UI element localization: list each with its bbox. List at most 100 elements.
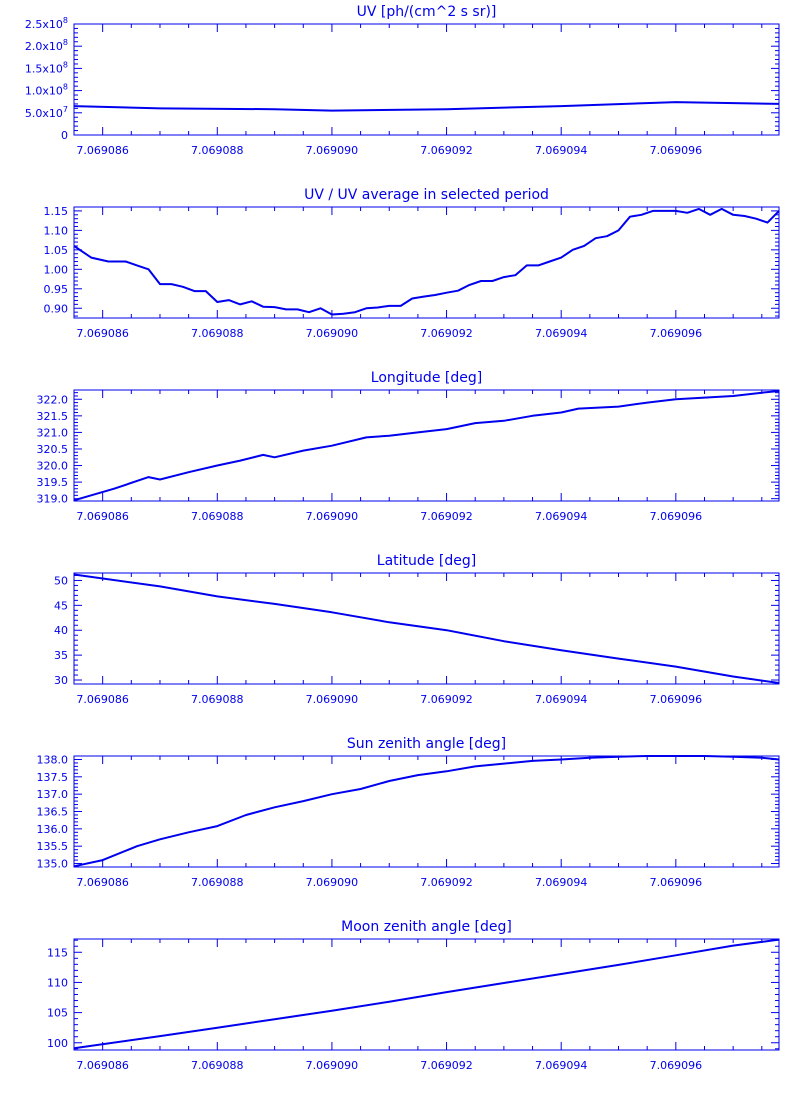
y-tick-label: 136.0: [37, 823, 69, 836]
chart-panel-1: UV [ph/(cm^2 s sr)] 7.069086 7.069088 7.069…: [25, 4, 780, 157]
x-tick-label: 7.069094: [535, 876, 588, 889]
series-line: [73, 207, 780, 316]
x-tick-label: 7.069088: [191, 510, 244, 523]
plot-frame: [73, 23, 780, 136]
plot-frame: [73, 206, 780, 319]
series-line: [73, 101, 780, 112]
y-tick-label: 136.5: [37, 806, 69, 819]
x-tick-label: 7.069096: [650, 327, 703, 340]
y-tick-label: 5.0x107: [25, 105, 68, 120]
y-tick-label: 1.00: [44, 263, 69, 276]
chart-panel-3: Longitude [deg] 7.069086 7.069088 7.069090 7…: [37, 370, 780, 523]
y-tick-label: 1.15: [44, 205, 69, 218]
y-tick-label: 0.90: [44, 302, 69, 315]
series-line: [73, 390, 780, 502]
y-tick-label-exponent: 8: [63, 16, 68, 25]
chart-panel-2: UV / UV average in selected period 7.0690…: [44, 187, 780, 340]
y-tick-label: 138.0: [37, 753, 69, 766]
y-tick-label: 319.5: [37, 476, 69, 489]
x-tick-label: 7.069092: [420, 876, 473, 889]
x-tick-label: 7.069088: [191, 144, 244, 157]
x-tick-label: 7.069086: [76, 327, 129, 340]
x-tick-label: 7.069086: [76, 144, 129, 157]
chart-panel-6: Moon zenith angle [deg] 7.069086 7.069088 7…: [47, 919, 780, 1072]
y-tick-label-base: 1.5x10: [25, 62, 63, 75]
chart-title: Latitude [deg]: [377, 553, 476, 569]
series-line: [73, 573, 780, 684]
y-tick-label: 2.0x108: [25, 38, 68, 53]
x-tick-label: 7.069094: [535, 693, 588, 706]
y-tick-label-base: 2.0x10: [25, 40, 63, 53]
x-tick-label: 7.069096: [650, 693, 703, 706]
chart-panel-4: Latitude [deg] 7.069086 7.069088 7.069090 7.…: [54, 553, 780, 706]
y-tick-label: 320.0: [37, 460, 69, 473]
x-tick-label: 7.069090: [306, 1059, 359, 1072]
x-tick-label: 7.069090: [306, 144, 359, 157]
y-tick-label: 1.0x108: [25, 83, 68, 98]
x-tick-label: 7.069088: [191, 693, 244, 706]
y-tick-label: 30: [54, 674, 68, 687]
x-tick-label: 7.069096: [650, 876, 703, 889]
y-tick-label: 40: [54, 624, 68, 637]
x-tick-label: 7.069096: [650, 1059, 703, 1072]
chart-title: Moon zenith angle [deg]: [341, 919, 512, 935]
y-tick-label: 321.0: [37, 426, 69, 439]
y-tick-label: 135.5: [37, 840, 69, 853]
y-tick-label: 50: [54, 574, 68, 587]
y-tick-label-base: 2.5x10: [25, 18, 63, 31]
y-tick-label: 35: [54, 649, 68, 662]
y-tick-label: 319.0: [37, 493, 69, 506]
plot-frame: [73, 572, 780, 685]
x-tick-label: 7.069088: [191, 876, 244, 889]
y-tick-label: 135.0: [37, 858, 69, 871]
chart-panel-5: Sun zenith angle [deg] 7.069086 7.069088 7.…: [37, 736, 780, 889]
x-tick-label: 7.069090: [306, 693, 359, 706]
chart-title: UV / UV average in selected period: [304, 187, 549, 203]
x-tick-label: 7.069092: [420, 510, 473, 523]
x-tick-label: 7.069092: [420, 693, 473, 706]
y-tick-label-exponent: 8: [63, 60, 68, 69]
chart-title: Longitude [deg]: [371, 370, 482, 386]
series-line: [73, 938, 780, 1050]
y-tick-label-base: 5.0x10: [25, 107, 63, 120]
x-tick-label: 7.069094: [535, 510, 588, 523]
y-tick-label-exponent: 7: [63, 105, 68, 114]
y-tick-label-base: 1.0x10: [25, 85, 63, 98]
x-tick-label: 7.069088: [191, 1059, 244, 1072]
x-tick-label: 7.069086: [76, 693, 129, 706]
y-tick-label: 45: [54, 599, 68, 612]
y-tick-label: 1.05: [44, 244, 69, 257]
plot-frame: [73, 389, 780, 502]
y-tick-label: 2.5x108: [25, 16, 68, 31]
y-tick-label-base: 0: [61, 129, 68, 142]
y-tick-label: 137.5: [37, 771, 69, 784]
x-tick-label: 7.069094: [535, 144, 588, 157]
chart-title: Sun zenith angle [deg]: [347, 736, 506, 752]
y-tick-label: 115: [47, 946, 68, 959]
y-tick-label: 321.5: [37, 410, 69, 423]
chart-title: UV [ph/(cm^2 s sr)]: [357, 4, 497, 20]
y-tick-label-exponent: 8: [63, 38, 68, 47]
y-tick-label: 100: [47, 1037, 68, 1050]
x-tick-label: 7.069088: [191, 327, 244, 340]
y-tick-label: 110: [47, 976, 68, 989]
y-tick-label: 1.5x108: [25, 60, 68, 75]
y-tick-label: 1.10: [44, 224, 69, 237]
x-tick-label: 7.069086: [76, 1059, 129, 1072]
x-tick-label: 7.069092: [420, 327, 473, 340]
x-tick-label: 7.069096: [650, 144, 703, 157]
y-tick-label: 0: [61, 129, 68, 142]
x-tick-label: 7.069090: [306, 327, 359, 340]
plot-frame: [73, 755, 780, 868]
x-tick-label: 7.069086: [76, 876, 129, 889]
y-tick-label: 137.0: [37, 788, 69, 801]
series-line: [73, 755, 780, 868]
y-tick-label: 105: [47, 1007, 68, 1020]
x-tick-label: 7.069094: [535, 1059, 588, 1072]
x-tick-label: 7.069090: [306, 510, 359, 523]
x-tick-label: 7.069094: [535, 327, 588, 340]
y-tick-label-exponent: 8: [63, 83, 68, 92]
x-tick-label: 7.069096: [650, 510, 703, 523]
y-tick-label: 0.95: [44, 283, 69, 296]
